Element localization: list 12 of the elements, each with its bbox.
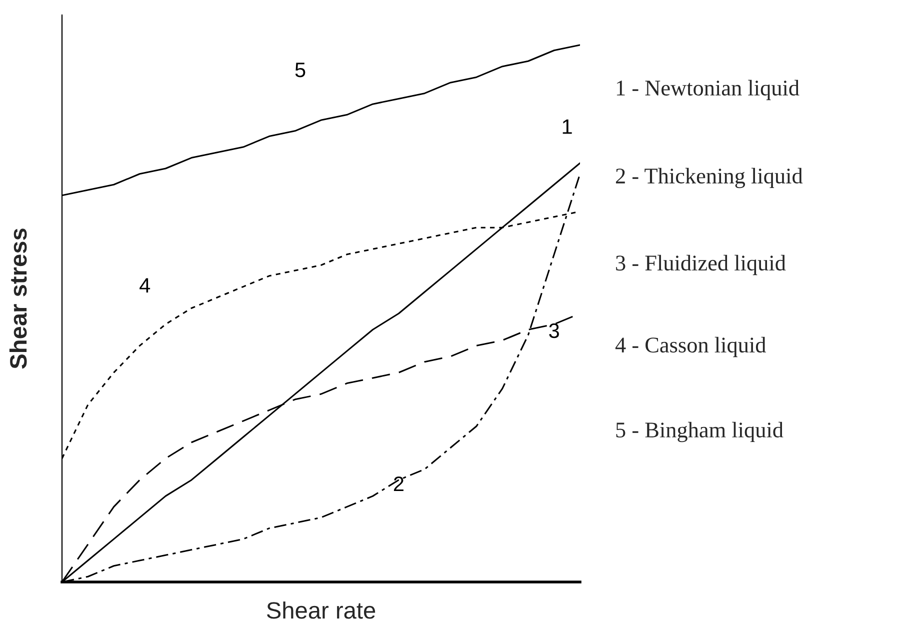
series-label: 3	[549, 323, 559, 338]
text: 4 - Casson liquid	[615, 336, 766, 358]
series-label: 2	[394, 476, 404, 491]
text: 5	[295, 62, 306, 78]
text: 1 - Newtonian liquid	[616, 80, 800, 100]
text: 5 - Bingham liquid	[616, 422, 784, 442]
text: 3 - Fluidized liquid	[616, 254, 786, 276]
y-axis-title: Shear stress	[9, 228, 27, 369]
text: 2 - Thickening liquid	[616, 168, 803, 188]
series-label: 4	[140, 278, 150, 293]
series-label: 1	[562, 119, 572, 134]
x-axis-title: Shear rate	[266, 601, 376, 619]
